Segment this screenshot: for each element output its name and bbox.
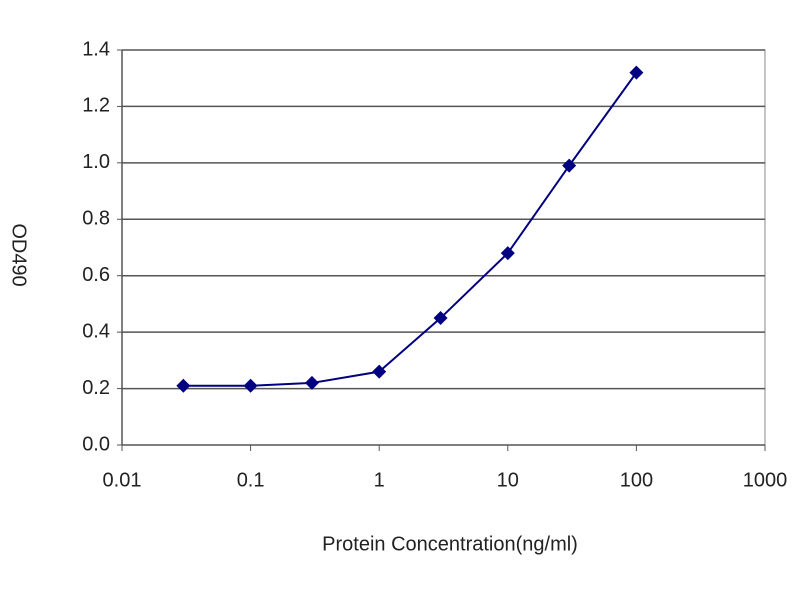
y-tick-label: 0.8 <box>82 208 110 230</box>
y-tick-label: 1.4 <box>82 38 110 60</box>
x-tick-label: 1 <box>374 469 385 491</box>
data-point <box>372 364 387 379</box>
y-tick-label: 1.0 <box>82 151 110 173</box>
x-tick-label: 1000 <box>743 469 788 491</box>
plot-area <box>121 49 766 446</box>
y-axis-label: OD490 <box>8 223 30 286</box>
data-point <box>433 311 448 326</box>
x-tick-label: 10 <box>497 469 519 491</box>
y-tick-label: 0.0 <box>82 433 110 455</box>
x-tick-label: 0.01 <box>103 469 142 491</box>
data-point <box>176 378 191 393</box>
y-tick-label: 0.6 <box>82 264 110 286</box>
x-tick-label: 100 <box>620 469 653 491</box>
data-line <box>183 71 638 387</box>
data-point <box>629 65 644 80</box>
data-point <box>304 375 319 390</box>
y-tick-label: 1.2 <box>82 95 110 117</box>
x-tick-label: 0.1 <box>237 469 265 491</box>
data-point <box>500 246 515 261</box>
y-tick-label: 0.2 <box>82 377 110 399</box>
data-point <box>562 158 577 173</box>
y-tick-label: 0.4 <box>82 320 110 342</box>
data-point <box>243 378 258 393</box>
x-axis-label: Protein Concentration(ng/ml) <box>322 533 578 555</box>
